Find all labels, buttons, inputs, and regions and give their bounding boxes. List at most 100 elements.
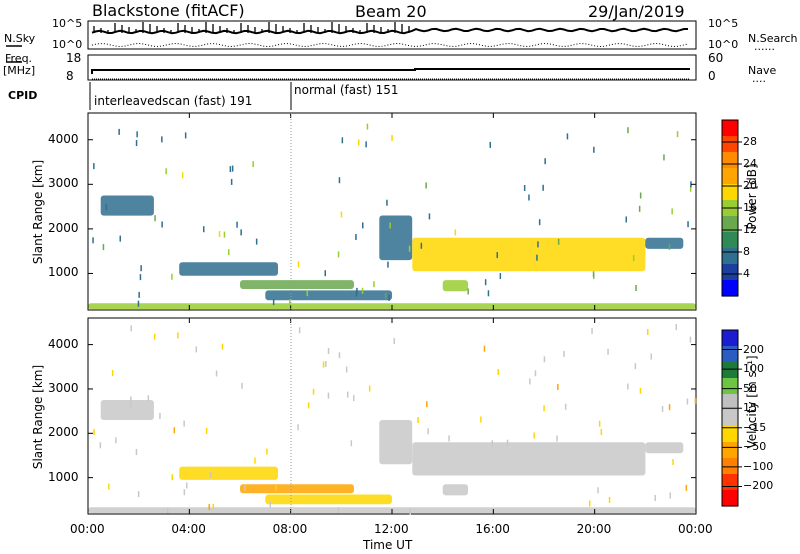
echo-scatter bbox=[373, 281, 375, 288]
echo-scatter bbox=[496, 252, 498, 259]
echo-scatter bbox=[687, 221, 689, 228]
echo-scatter bbox=[108, 483, 110, 490]
echo-scatter bbox=[428, 213, 431, 220]
echo-scatter bbox=[668, 404, 671, 411]
colorbar-tick-label: 15 bbox=[743, 401, 757, 415]
colorbar-tick-label: 200 bbox=[743, 342, 764, 356]
echo-scatter bbox=[393, 338, 395, 345]
echo-scatter bbox=[557, 238, 560, 245]
echo-scatter bbox=[92, 237, 94, 244]
nsky-top-tick: 10^5 bbox=[52, 17, 83, 30]
echo-scatter bbox=[556, 435, 558, 442]
echo-scatter bbox=[254, 457, 256, 464]
echo-region bbox=[265, 290, 392, 301]
echo-scatter bbox=[543, 405, 545, 412]
echo-scatter bbox=[639, 387, 642, 394]
colorbar-swatch bbox=[722, 232, 738, 249]
echo-scatter bbox=[298, 327, 301, 334]
echo-scatter bbox=[647, 329, 649, 336]
colorbar-swatch bbox=[722, 490, 738, 507]
echo-scatter bbox=[244, 484, 246, 491]
echo-scatter bbox=[480, 416, 482, 423]
echo-scatter bbox=[203, 226, 205, 233]
colorbar-swatch bbox=[722, 458, 738, 475]
echo-scatter bbox=[312, 388, 315, 395]
echo-scatter bbox=[638, 205, 641, 212]
echo-scatter bbox=[506, 439, 509, 446]
echo-scatter bbox=[499, 273, 502, 280]
echo-scatter bbox=[111, 370, 114, 376]
colorbar-tick-label: 16 bbox=[743, 201, 757, 214]
echo-scatter bbox=[221, 343, 224, 350]
echo-scatter bbox=[563, 350, 565, 357]
echo-scatter bbox=[136, 131, 138, 138]
echo-scatter bbox=[322, 361, 325, 368]
velocity-colorbar bbox=[721, 329, 742, 507]
echo-scatter bbox=[589, 500, 591, 507]
echo-scatter bbox=[676, 131, 679, 138]
echo-scatter bbox=[275, 485, 277, 492]
echo-scatter bbox=[388, 294, 390, 301]
colorbar-swatch bbox=[722, 264, 738, 281]
colorbar-tick-label: −15 bbox=[743, 420, 767, 434]
echo-scatter bbox=[529, 378, 531, 385]
echo-scatter bbox=[147, 395, 150, 402]
echo-scatter bbox=[417, 417, 419, 423]
colorbar-swatch bbox=[722, 426, 738, 443]
echo-scatter bbox=[137, 300, 140, 307]
echo-scatter bbox=[99, 442, 102, 449]
echo-scatter bbox=[675, 324, 677, 330]
echo-scatter bbox=[598, 420, 601, 427]
echo-scatter bbox=[183, 489, 186, 496]
colorbar-tick-label: 8 bbox=[743, 245, 750, 258]
echo-scatter bbox=[534, 370, 537, 377]
colorbar-swatch bbox=[722, 442, 738, 459]
x-tick-label: 08:00 bbox=[272, 522, 308, 536]
colorbar-swatch bbox=[722, 168, 738, 185]
colorbar-tick-label: −100 bbox=[743, 459, 774, 473]
echo-scatter bbox=[672, 459, 674, 465]
echo-scatter bbox=[183, 420, 185, 427]
cpid-mode-1: interleavedscan (fast) 191 bbox=[94, 94, 253, 108]
echo-scatter bbox=[212, 503, 214, 510]
colorbar-tick-label: 24 bbox=[743, 157, 757, 170]
cpid-mode-2: normal (fast) 151 bbox=[294, 83, 399, 97]
colorbar-frame bbox=[721, 329, 739, 507]
echo-scatter bbox=[533, 432, 535, 439]
echo-scatter bbox=[209, 472, 212, 479]
x-tick-label: 12:00 bbox=[374, 522, 409, 536]
echo-region bbox=[240, 484, 354, 494]
echo-region bbox=[240, 280, 354, 289]
cpid-label: CPID bbox=[8, 89, 38, 102]
colorbar-tick-label: 50 bbox=[743, 381, 757, 395]
echo-scatter bbox=[634, 363, 637, 370]
x-tick-label: 16:00 bbox=[475, 522, 510, 536]
y-tick-label: 1000 bbox=[48, 265, 79, 280]
echo-scatter bbox=[241, 382, 243, 389]
echo-scatter bbox=[384, 292, 387, 299]
echo-scatter bbox=[669, 492, 671, 499]
echo-scatter bbox=[338, 352, 341, 359]
colorbar-tick-label: −50 bbox=[743, 440, 767, 454]
x-tick-label: 00:00 bbox=[70, 522, 105, 536]
echo-scatter bbox=[387, 261, 389, 268]
echo-scatter bbox=[347, 391, 349, 398]
colorbar-swatch bbox=[722, 120, 738, 137]
colorbar-tick-label: 100 bbox=[743, 362, 764, 376]
echo-region bbox=[100, 400, 154, 420]
echo-scatter bbox=[159, 412, 161, 419]
echo-scatter bbox=[366, 123, 369, 130]
power-colorbar bbox=[721, 119, 742, 297]
colorbar-swatch bbox=[722, 248, 738, 265]
station-title: Blackstone (fitACF) bbox=[92, 1, 245, 20]
echo-scatter bbox=[355, 234, 357, 240]
colorbar-swatch bbox=[722, 184, 738, 201]
echo-scatter bbox=[491, 440, 493, 447]
velocity-echo-layer bbox=[88, 324, 697, 515]
echo-scatter bbox=[454, 229, 457, 236]
echo-region bbox=[379, 215, 413, 261]
date-label: 29/Jan/2019 bbox=[588, 2, 685, 21]
echo-scatter bbox=[252, 161, 254, 168]
echo-scatter bbox=[118, 128, 120, 135]
echo-scatter bbox=[361, 287, 364, 294]
